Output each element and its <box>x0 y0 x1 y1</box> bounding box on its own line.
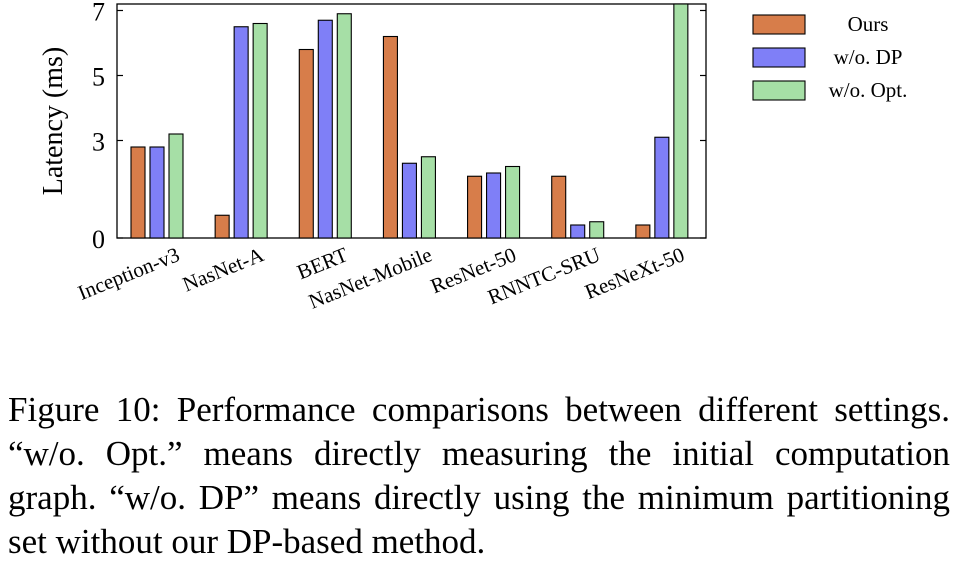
bar-inception-v3-series-0 <box>130 146 146 239</box>
legend-label-2: w/o. Opt. <box>829 78 908 102</box>
x-tick-label: Inception-v3 <box>74 242 182 304</box>
x-tick-label: NasNet-A <box>179 242 268 296</box>
bar-nasnet-a-series-1 <box>233 26 249 239</box>
bar-resnet-50-series-1 <box>486 172 502 239</box>
bar-bert-series-1 <box>317 19 333 239</box>
y-tick-label: 5 <box>92 63 105 92</box>
bar-resnet-50-series-2 <box>505 165 521 239</box>
legend-label-1: w/o. DP <box>834 45 903 69</box>
bar-bert-series-0 <box>298 48 314 239</box>
bar-rnntc-sru-series-2 <box>589 221 605 239</box>
bar-nasnet-a-series-2 <box>252 22 268 239</box>
bar-nasnet-a-series-0 <box>214 214 230 239</box>
bar-nasnet-mobile-series-2 <box>420 156 436 239</box>
bar-nasnet-mobile-series-0 <box>382 35 398 239</box>
y-tick-label: 0 <box>92 225 105 254</box>
legend-swatch-2 <box>752 80 806 101</box>
bar-resnext-50-series-2 <box>673 3 689 239</box>
bar-bert-series-2 <box>336 13 352 239</box>
bar-inception-v3-series-1 <box>149 146 165 239</box>
legend-swatch-0 <box>752 14 806 35</box>
legend-swatch-1 <box>752 47 806 68</box>
bar-rnntc-sru-series-0 <box>551 175 567 239</box>
y-tick-label: 7 <box>92 0 105 27</box>
figure-caption: Figure 10: Performance comparisons betwe… <box>8 390 950 561</box>
bar-resnext-50-series-1 <box>654 136 670 239</box>
bar-rnntc-sru-series-1 <box>570 224 586 239</box>
y-tick-label: 3 <box>92 128 105 157</box>
legend-label-0: Ours <box>848 12 889 36</box>
bar-inception-v3-series-2 <box>168 133 184 239</box>
bar-nasnet-mobile-series-1 <box>401 162 417 239</box>
bar-resnet-50-series-0 <box>467 175 483 239</box>
legend: Ours w/o. DP w/o. Opt. <box>752 12 908 102</box>
bar-resnext-50-series-0 <box>635 224 651 239</box>
y-axis-label: Latency (ms) <box>38 47 69 196</box>
